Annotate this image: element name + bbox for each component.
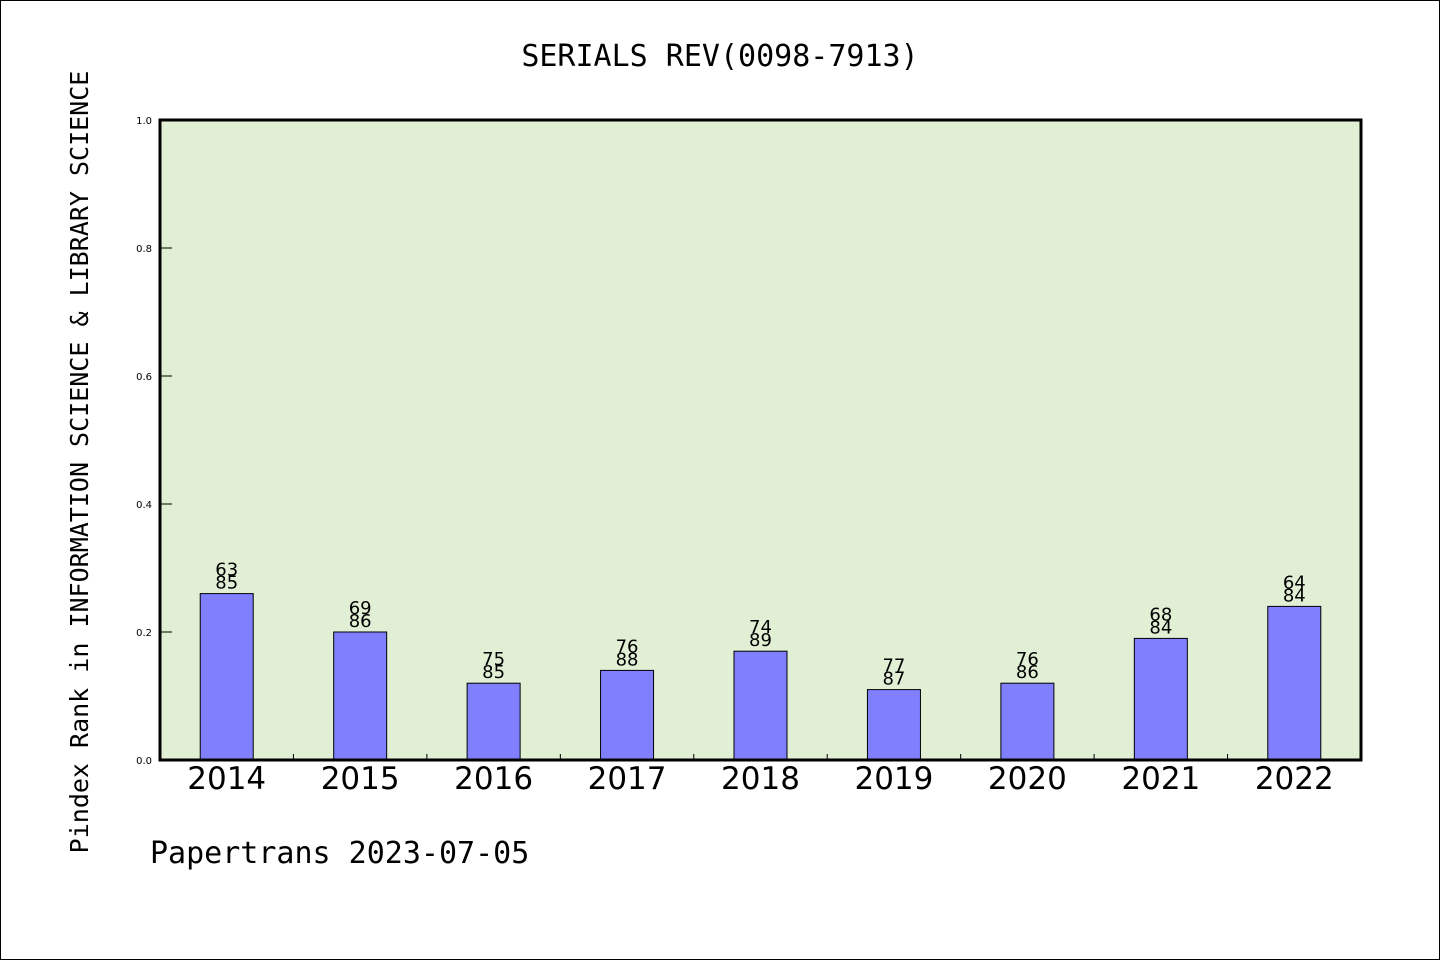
bar-rank-label: 76 [616,636,639,657]
bar-2015 [333,631,388,761]
bar-total-label: 86 [1016,662,1039,683]
x-tick-label: 2015 [321,761,400,797]
bar-total-label: 85 [482,662,505,683]
bar-rank-label: 76 [1016,649,1039,670]
x-tick-label: 2017 [588,761,667,797]
y-tick-label: 0.0 [136,756,152,767]
footer-credit: Papertrans 2023-07-05 [150,836,529,871]
bar-2017 [600,669,655,761]
bar-2016 [466,682,521,761]
x-tick-label: 2021 [1121,761,1200,797]
x-tick-label: 2022 [1255,761,1334,797]
x-tick-label: 2019 [854,761,933,797]
bar-rank-label: 77 [882,656,905,677]
bar-total-label: 89 [749,630,772,651]
plot-border [158,118,1363,762]
bar-2021 [1133,637,1188,761]
bar-2019 [866,689,921,761]
bar-rank-label: 74 [749,617,772,638]
bar-total-label: 86 [349,611,372,632]
x-tick-label: 2018 [721,761,800,797]
bar-rank-label: 68 [1149,604,1172,625]
y-tick-label: 0.6 [136,372,152,383]
bar-total-label: 84 [1283,585,1306,606]
bar-total-label: 84 [1149,617,1172,638]
y-tick-label: 0.4 [136,500,152,511]
bar-rank-label: 75 [482,649,505,670]
bar-rank-label: 69 [349,598,372,619]
bar-rank-label: 64 [1283,572,1306,593]
bar-total-label: 87 [882,669,905,690]
x-tick-label: 2020 [988,761,1067,797]
chart-title: SERIALS REV(0098-7913) [521,39,918,74]
y-tick-label: 1.0 [136,116,152,127]
bar-total-label: 85 [215,573,238,594]
x-tick-label: 2016 [454,761,533,797]
y-tick-label: 0.2 [136,628,152,639]
bar-2020 [1000,682,1055,761]
bar-2018 [733,650,788,761]
y-tick-label: 0.8 [136,244,152,255]
x-tick-label: 2014 [187,761,266,797]
ticks-layer: 0.0 0.2 0.4 0.6 0.8 1.0 2014 2015 2016 2017 2018 20… [136,116,1334,797]
bar-2014 [199,593,254,761]
bar-rank-label: 63 [215,560,238,581]
bar-2022 [1267,605,1322,761]
y-axis-label: Pindex Rank in INFORMATION SCIENCE & LIB… [65,71,94,854]
bar-total-label: 88 [616,649,639,670]
